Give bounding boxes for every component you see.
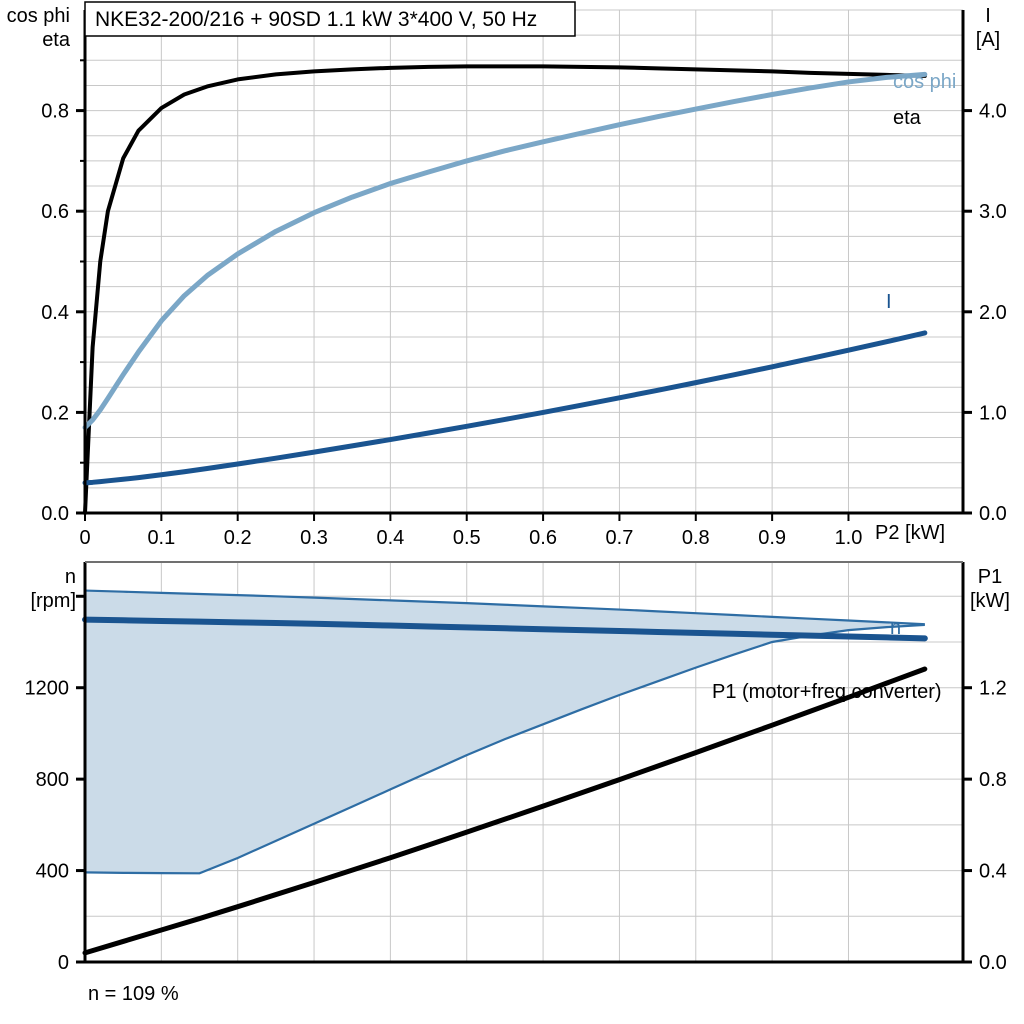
chart-title: NKE32-200/216 + 90SD 1.1 kW 3*400 V, 50 … (95, 8, 537, 31)
footnote: n = 109 % (88, 983, 179, 1005)
top-left-tick-label: 0.4 (41, 302, 69, 324)
bottom-right-tick-label: 1.2 (979, 678, 1007, 700)
top-right-axis-label-line2: [A] (976, 29, 1000, 51)
top-left-tick-label: 0.8 (41, 101, 69, 123)
bottom-left-axis-label-line2: [rpm] (30, 590, 76, 612)
top-x-tick-label: 0.9 (758, 527, 786, 549)
top-x-tick-label: 0.5 (453, 527, 481, 549)
series-label-cos-phi: cos phi (893, 71, 956, 93)
bottom-left-tick-label: 400 (36, 861, 69, 883)
top-x-tick-label: 0.1 (147, 527, 175, 549)
bottom-chart-axes (76, 561, 972, 964)
top-right-tick-label: 0.0 (979, 503, 1007, 525)
top-left-tick-label: 0.0 (41, 503, 69, 525)
top-right-tick-label: 2.0 (979, 302, 1007, 324)
top-left-tick-label: 0.6 (41, 201, 69, 223)
curve-cos-phi (82, 71, 928, 430)
top-x-tick-label: 0 (79, 527, 90, 549)
top-x-axis-label: P2 [kW] (875, 522, 945, 544)
band-lower-edge (84, 623, 925, 875)
bottom-left-tick-label: 0 (58, 952, 69, 974)
top-chart-tick-labels: 0.0 0.2 0.4 0.6 0.8 0.0 1.0 2.0 3.0 4.0 0 0.1 0.2 0.3… (41, 101, 1007, 549)
top-right-tick-label: 4.0 (979, 101, 1007, 123)
top-x-tick-label: 0.3 (300, 527, 328, 549)
top-right-tick-label: 1.0 (979, 402, 1007, 424)
bottom-left-tick-label: 1200 (25, 678, 70, 700)
series-label-p1: P1 (motor+freq.converter) (712, 681, 942, 703)
band-upper-edge (84, 589, 925, 626)
curve-i (82, 330, 928, 486)
bottom-right-axis-label-line2: [kW] (970, 590, 1010, 612)
bottom-right-axis-label-line1: P1 (978, 566, 1002, 588)
top-x-tick-label: 0.7 (606, 527, 634, 549)
bottom-right-tick-label: 0.4 (979, 861, 1007, 883)
curve-p1 (82, 666, 928, 956)
top-x-tick-label: 0.6 (529, 527, 557, 549)
bottom-chart-tick-labels: 0 400 800 1200 0.0 0.4 0.8 1.2 (25, 678, 1007, 974)
top-left-tick-label: 0.2 (41, 402, 69, 424)
bottom-left-tick-label: 800 (36, 769, 69, 791)
top-left-axis-label-line2: eta (42, 29, 71, 51)
bottom-chart-speed-band (84, 589, 925, 875)
bottom-chart-curves (82, 616, 928, 956)
title-box (84, 1, 576, 37)
top-x-tick-label: 0.4 (376, 527, 404, 549)
series-label-eta: eta (893, 107, 922, 129)
top-right-tick-label: 3.0 (979, 201, 1007, 223)
top-chart: 0.0 0.2 0.4 0.6 0.8 0.0 1.0 2.0 3.0 4.0 0 0.1 0.2 0.3… (7, 1, 1007, 549)
top-chart-axes (76, 10, 972, 521)
bottom-left-axis-label-line1: n (65, 566, 76, 588)
top-left-axis-label-line1: cos phi (7, 5, 70, 27)
series-label-current: I (886, 291, 892, 313)
top-chart-curves (82, 64, 928, 515)
top-x-tick-label: 1.0 (835, 527, 863, 549)
top-right-axis-label-line1: I (985, 5, 991, 27)
top-x-tick-label: 0.2 (224, 527, 252, 549)
series-label-speed: n (890, 617, 901, 639)
top-x-tick-label: 0.8 (682, 527, 710, 549)
curve-n (82, 616, 928, 642)
speed-range-band (85, 590, 925, 874)
bottom-right-tick-label: 0.0 (979, 952, 1007, 974)
bottom-right-tick-label: 0.8 (979, 769, 1007, 791)
curve-eta (83, 64, 927, 515)
